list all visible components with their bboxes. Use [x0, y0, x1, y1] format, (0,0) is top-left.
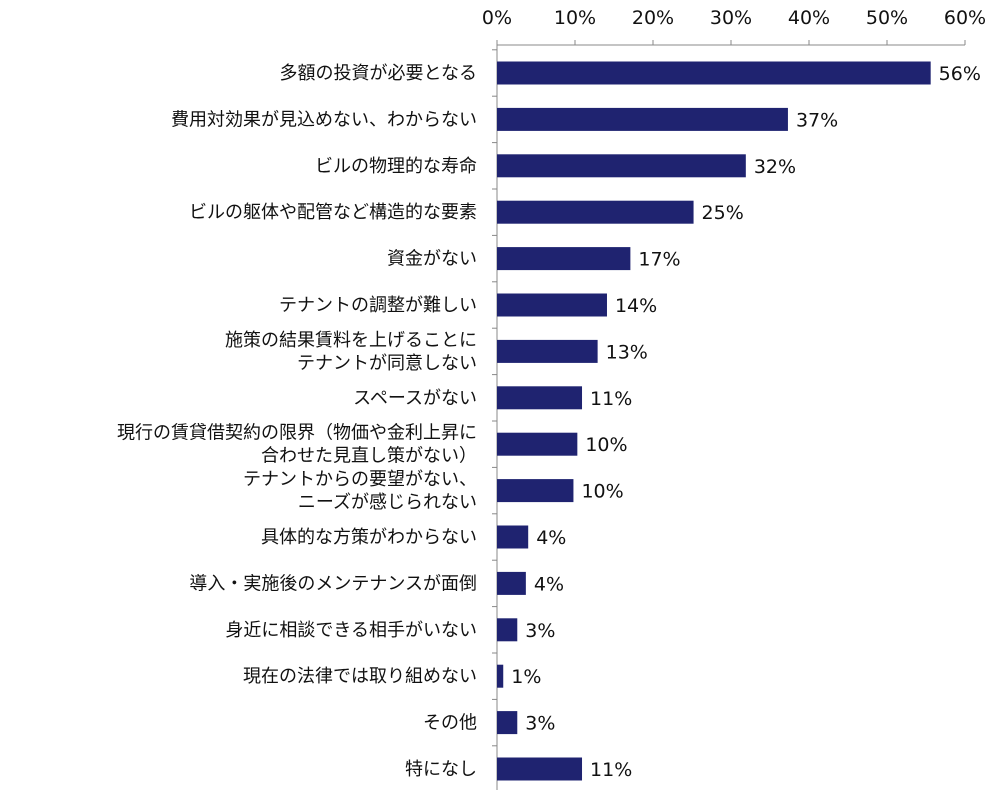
bar	[497, 339, 598, 363]
bar	[497, 618, 518, 642]
category-label-line: 具体的な方策がわからない	[261, 527, 477, 548]
bar	[497, 479, 574, 503]
category-label: 身近に相談できる相手がいない	[225, 620, 477, 641]
x-tick-label: 10%	[554, 7, 596, 29]
category-label: 資金がない	[387, 249, 477, 270]
category-label-line: その他	[423, 713, 477, 734]
category-label-line: 身近に相談できる相手がいない	[225, 620, 477, 641]
category-label-line: 多額の投資が必要となる	[280, 63, 477, 84]
data-label: 3%	[525, 620, 555, 642]
bar	[497, 525, 529, 549]
category-label: 具体的な方策がわからない	[261, 527, 477, 548]
category-label-line: テナントが同意しない	[297, 353, 477, 374]
category-label-line: 現行の賃貸借契約の限界（物価や金利上昇に	[117, 423, 477, 444]
category-label: 現在の法律では取り組めない	[243, 666, 477, 687]
bar	[497, 664, 504, 688]
category-label: 導入・実施後のメンテナンスが面倒	[189, 573, 477, 594]
bar	[497, 571, 526, 595]
bar	[497, 61, 931, 85]
bar	[497, 386, 583, 410]
bar	[497, 711, 518, 735]
data-label: 11%	[590, 759, 632, 781]
data-label: 25%	[702, 202, 744, 224]
x-tick-label: 50%	[866, 7, 908, 29]
bar	[497, 154, 746, 178]
category-label: ビルの物理的な寿命	[315, 156, 477, 177]
data-label: 1%	[511, 666, 541, 688]
category-label-line: 資金がない	[387, 249, 477, 270]
x-tick-label: 40%	[788, 7, 830, 29]
data-label: 17%	[638, 249, 680, 271]
category-label-line: 施策の結果賃料を上げることに	[225, 330, 477, 351]
category-label-line: 導入・実施後のメンテナンスが面倒	[189, 573, 477, 594]
x-tick-label: 20%	[632, 7, 674, 29]
category-label: 費用対効果が見込めない、わからない	[171, 109, 477, 130]
bar	[497, 107, 788, 131]
category-label: 施策の結果賃料を上げることにテナントが同意しない	[225, 330, 477, 374]
bar	[497, 757, 583, 781]
category-label-line: 現在の法律では取り組めない	[243, 666, 477, 687]
x-tick-label: 0%	[482, 7, 512, 29]
category-label: ビルの躯体や配管など構造的な要素	[189, 202, 477, 223]
category-label-line: ビルの物理的な寿命	[315, 156, 477, 177]
category-label: テナントの調整が難しい	[279, 295, 477, 316]
category-label-line: テナントからの要望がない、	[243, 469, 477, 490]
category-label: その他	[423, 713, 477, 734]
data-label: 3%	[525, 713, 555, 735]
x-tick-label: 30%	[710, 7, 752, 29]
category-label-line: テナントの調整が難しい	[279, 295, 477, 316]
data-label: 32%	[754, 156, 796, 178]
category-label-line: 費用対効果が見込めない、わからない	[171, 109, 477, 130]
data-label: 11%	[590, 388, 632, 410]
data-label: 10%	[581, 481, 623, 503]
category-label: 現行の賃貸借契約の限界（物価や金利上昇に合わせた見直し策がない）	[117, 423, 477, 467]
data-label: 4%	[534, 573, 564, 595]
data-label: 4%	[536, 527, 566, 549]
category-label: 特になし	[405, 759, 477, 780]
category-label: テナントからの要望がない、ニーズが感じられない	[243, 469, 477, 513]
data-label: 14%	[615, 295, 657, 317]
data-label: 37%	[796, 109, 838, 131]
category-label-line: 特になし	[405, 759, 477, 780]
data-label: 56%	[939, 63, 981, 85]
bar	[497, 247, 631, 271]
category-label-line: ビルの躯体や配管など構造的な要素	[189, 202, 477, 223]
bar	[497, 293, 607, 317]
category-label-line: スペースがない	[353, 388, 477, 409]
data-label: 13%	[606, 341, 648, 363]
category-label-line: ニーズが感じられない	[298, 492, 477, 513]
category-label: スペースがない	[353, 388, 477, 409]
x-tick-label: 60%	[944, 7, 986, 29]
category-label: 多額の投資が必要となる	[280, 63, 477, 84]
bar	[497, 200, 694, 224]
data-label: 10%	[585, 434, 627, 456]
category-label-line: 合わせた見直し策がない）	[261, 446, 477, 467]
bar	[497, 432, 578, 456]
